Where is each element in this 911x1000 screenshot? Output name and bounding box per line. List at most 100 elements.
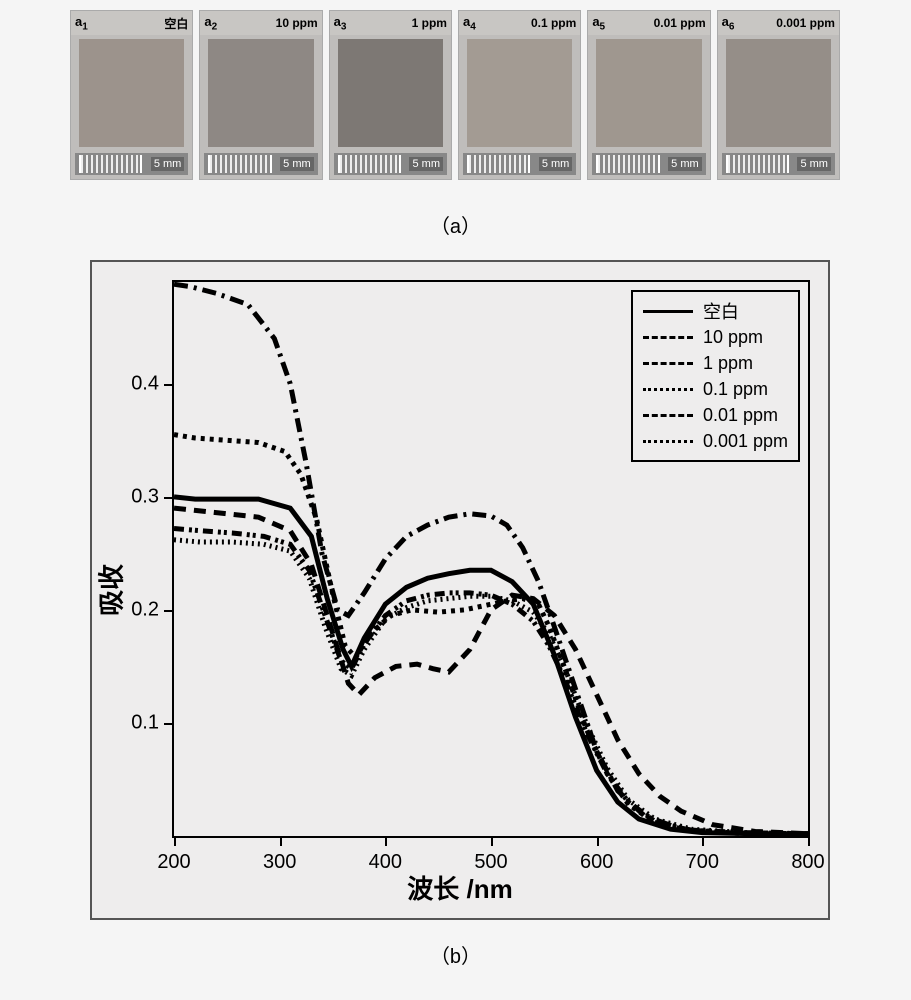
sample-header: a1 空白: [71, 11, 192, 35]
ruler-label: 5 mm: [668, 157, 702, 171]
x-tick-label: 400: [369, 851, 402, 874]
sample-body: 5 mm: [718, 35, 839, 179]
sample-id: a4: [463, 14, 476, 33]
ruler-ticks: [79, 155, 142, 173]
sample-square: [79, 39, 184, 147]
x-tick: [702, 836, 704, 846]
ruler-ticks: [596, 155, 659, 173]
ruler-label: 5 mm: [280, 157, 314, 171]
series-0.001 ppm: [174, 540, 808, 834]
sample-3: a3 1 ppm 5 mm: [329, 10, 452, 180]
legend-label: 空白: [703, 298, 739, 324]
chart-legend: 空白 10 ppm 1 ppm 0.1 ppm 0.01 ppm 0.001 ppm: [631, 290, 800, 462]
x-tick: [174, 836, 176, 846]
sample-body: 5 mm: [200, 35, 321, 179]
spectra-chart: 空白10 ppm1 ppm0.1 ppm0.01 ppm0.001 ppm 20…: [172, 280, 810, 838]
sample-id: a2: [204, 14, 217, 33]
y-tick: [164, 384, 174, 386]
legend-label: 10 ppm: [703, 327, 763, 348]
legend-swatch: [643, 414, 693, 417]
x-tick-label: 600: [580, 851, 613, 874]
sample-id: a6: [722, 14, 735, 33]
x-tick-label: 700: [686, 851, 719, 874]
sample-header: a5 0.01 ppm: [588, 11, 709, 35]
legend-swatch: [643, 310, 693, 313]
sample-conc-label: 0.1 ppm: [531, 16, 576, 30]
x-tick-label: 800: [791, 851, 824, 874]
ruler-ticks: [338, 155, 401, 173]
legend-row: 0.1 ppm: [643, 376, 788, 402]
scale-bar: 5 mm: [334, 153, 447, 175]
legend-label: 0.001 ppm: [703, 431, 788, 452]
legend-row: 1 ppm: [643, 350, 788, 376]
sample-square: [208, 39, 313, 147]
sample-id: a1: [75, 14, 88, 33]
x-tick: [491, 836, 493, 846]
x-tick: [597, 836, 599, 846]
legend-row: 空白: [643, 298, 788, 324]
y-axis-title: 吸收: [92, 564, 129, 616]
series-10 ppm: [174, 508, 808, 834]
ruler-label: 5 mm: [409, 157, 443, 171]
sample-square: [467, 39, 572, 147]
ruler-ticks: [726, 155, 789, 173]
y-tick: [164, 497, 174, 499]
legend-swatch: [643, 336, 693, 339]
y-tick: [164, 610, 174, 612]
sample-square: [596, 39, 701, 147]
scale-bar: 5 mm: [75, 153, 188, 175]
sample-body: 5 mm: [588, 35, 709, 179]
sample-conc-label: 0.01 ppm: [654, 16, 706, 30]
caption-b: （b）: [0, 940, 911, 969]
sample-id: a3: [334, 14, 347, 33]
sample-body: 5 mm: [330, 35, 451, 179]
caption-a: （a）: [0, 210, 911, 239]
x-tick-label: 200: [157, 851, 190, 874]
legend-row: 0.001 ppm: [643, 428, 788, 454]
sample-square: [726, 39, 831, 147]
sample-id: a5: [592, 14, 605, 33]
legend-swatch: [643, 388, 693, 391]
y-tick-label: 0.1: [119, 711, 159, 734]
sample-6: a6 0.001 ppm 5 mm: [717, 10, 840, 180]
sample-conc-label: 空白: [164, 15, 188, 32]
y-tick-label: 0.4: [119, 372, 159, 395]
series-空白: [174, 497, 808, 834]
x-axis-title: 波长 /nm: [407, 869, 512, 906]
sample-header: a3 1 ppm: [330, 11, 451, 35]
panel-b-frame: 空白 10 ppm 1 ppm 0.1 ppm 0.01 ppm 0.001 ppm 20…: [90, 260, 830, 920]
sample-header: a6 0.001 ppm: [718, 11, 839, 35]
sample-5: a5 0.01 ppm 5 mm: [587, 10, 710, 180]
sample-2: a2 10 ppm 5 mm: [199, 10, 322, 180]
sample-header: a4 0.1 ppm: [459, 11, 580, 35]
legend-row: 0.01 ppm: [643, 402, 788, 428]
series-0.1 ppm: [174, 435, 808, 834]
x-tick: [385, 836, 387, 846]
sample-body: 5 mm: [71, 35, 192, 179]
scale-bar: 5 mm: [722, 153, 835, 175]
x-tick: [280, 836, 282, 846]
sample-conc-label: 10 ppm: [276, 16, 318, 30]
ruler-label: 5 mm: [797, 157, 831, 171]
legend-swatch: [643, 362, 693, 365]
sample-conc-label: 1 ppm: [412, 16, 447, 30]
series-0.01 ppm: [174, 528, 808, 833]
ruler-ticks: [208, 155, 271, 173]
scale-bar: 5 mm: [204, 153, 317, 175]
y-tick-label: 0.3: [119, 485, 159, 508]
sample-conc-label: 0.001 ppm: [776, 16, 835, 30]
sample-1: a1 空白 5 mm: [70, 10, 193, 180]
legend-label: 1 ppm: [703, 353, 753, 374]
legend-row: 10 ppm: [643, 324, 788, 350]
x-tick-label: 300: [263, 851, 296, 874]
scale-bar: 5 mm: [592, 153, 705, 175]
ruler-label: 5 mm: [151, 157, 185, 171]
legend-swatch: [643, 440, 693, 443]
sample-body: 5 mm: [459, 35, 580, 179]
legend-label: 0.01 ppm: [703, 405, 778, 426]
x-tick: [808, 836, 810, 846]
legend-label: 0.1 ppm: [703, 379, 768, 400]
sample-square: [338, 39, 443, 147]
sample-header: a2 10 ppm: [200, 11, 321, 35]
scale-bar: 5 mm: [463, 153, 576, 175]
